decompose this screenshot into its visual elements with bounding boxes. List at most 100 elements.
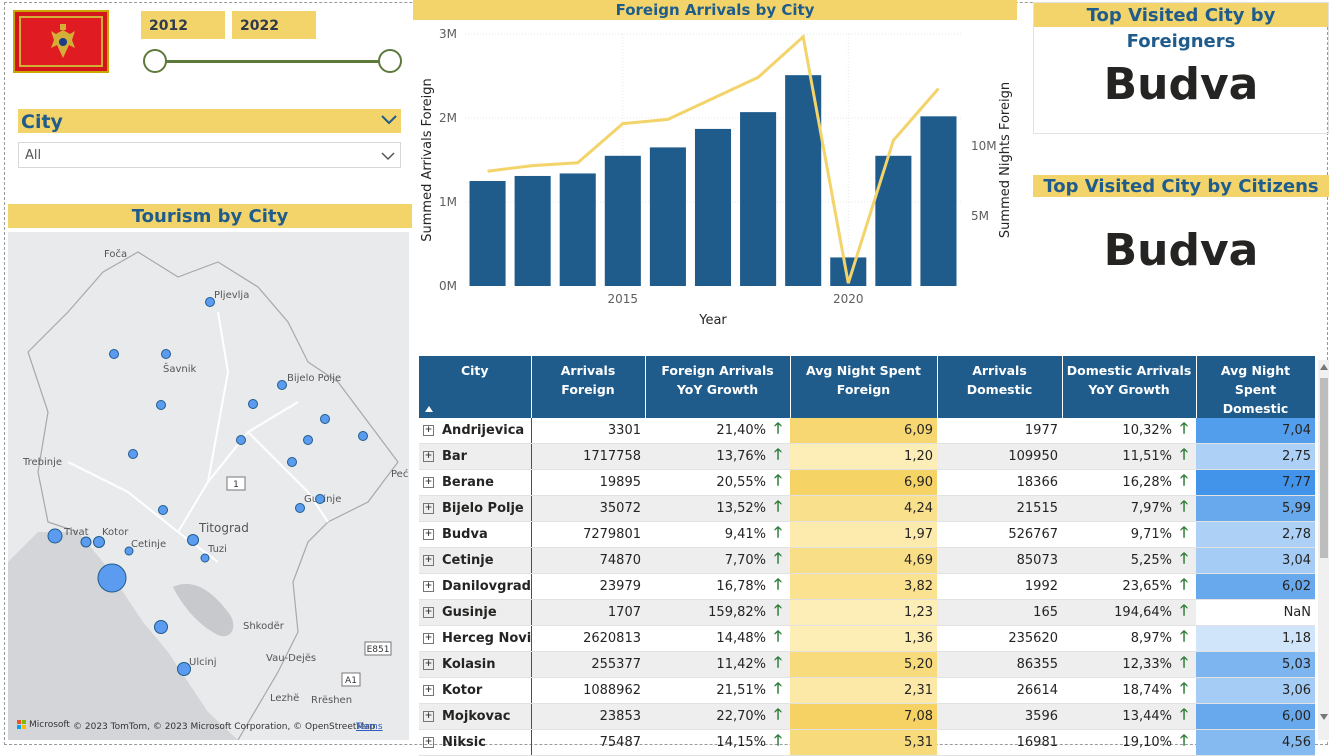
chevron-down-icon[interactable] [381,114,397,126]
bar-2013[interactable] [514,175,551,286]
expand-icon[interactable]: + [423,659,434,670]
header-city[interactable]: City [419,356,532,418]
bar-2016[interactable] [649,147,686,286]
cell-city[interactable]: + Cetinje [419,547,532,574]
header-domestic-yoy[interactable]: Domestic Arrivals YoY Growth [1062,356,1197,418]
expand-icon[interactable]: + [423,711,434,722]
cell-city[interactable]: + Budva [419,521,532,548]
city-bubble[interactable] [177,662,191,676]
city-bubble[interactable] [156,400,166,410]
city-bubble[interactable] [303,435,313,445]
expand-icon[interactable]: + [423,555,434,566]
cell-foreign-yoy: 14,48% 🡑 [645,625,790,652]
expand-icon[interactable]: + [423,477,434,488]
map-canvas[interactable]: Foča Pljevlja Bijelo Polje Šavnik Trebin… [8,232,409,740]
sort-ascending-icon[interactable] [425,406,433,412]
chevron-down-icon[interactable] [381,151,395,161]
table-row[interactable]: + Niksic 75487 14,15% 🡑 5,31 16981 19,10% 🡑 4,56 [419,729,1315,756]
bar-2014[interactable] [559,173,596,286]
expand-icon[interactable]: + [423,633,434,644]
bar-2012[interactable] [469,181,506,286]
scroll-down-icon[interactable] [1320,714,1328,720]
bar-2017[interactable] [694,128,732,286]
cell-city[interactable]: + Andrijevica [419,418,532,444]
city-dropdown[interactable]: All [18,142,401,168]
city-bubble[interactable] [93,536,105,548]
city-bubble[interactable] [161,349,171,359]
year-end-box[interactable]: 2022 [232,11,316,39]
expand-icon[interactable]: + [423,451,434,462]
bar-2022[interactable] [920,116,957,286]
table-row[interactable]: + Kotor 1088962 21,51% 🡑 2,31 26614 18,74% 🡑 3,06 [419,677,1315,704]
city-bubble[interactable] [277,380,287,390]
cell-city[interactable]: + Herceg Novi [419,625,532,652]
expand-icon[interactable]: + [423,529,434,540]
table-row[interactable]: + Gusinje 1707 159,82% 🡑 1,23 165 194,64% 🡑 NaN [419,599,1315,626]
nights-line[interactable] [487,33,940,284]
cell-arrivals-domestic: 21515 [937,495,1062,522]
city-bubble[interactable] [128,449,138,459]
city-slicer-header[interactable]: City [18,109,401,133]
city-bubble[interactable] [109,349,119,359]
cell-city[interactable]: + Berane [419,469,532,496]
city-bubble[interactable] [236,435,246,445]
header-foreign-yoy[interactable]: Foreign Arrivals YoY Growth [645,356,791,418]
table-row[interactable]: + Budva 7279801 9,41% 🡑 1,97 526767 9,71% 🡑 2,78 [419,521,1315,548]
header-avg-night-foreign[interactable]: Avg Night Spent Foreign [790,356,938,418]
table-row[interactable]: + Herceg Novi 2620813 14,48% 🡑 1,36 235620 8,97… [419,625,1315,652]
year-start-handle[interactable] [143,49,167,73]
year-start-box[interactable]: 2012 [141,11,225,39]
city-bubble[interactable] [295,503,305,513]
scroll-up-icon[interactable] [1320,364,1328,370]
map-terms-link[interactable]: Terms [356,722,383,732]
expand-icon[interactable]: + [423,737,434,748]
table-row[interactable]: + Bijelo Polje 35072 13,52% 🡑 4,24 21515 7,97% 🡑… [419,495,1315,522]
expand-icon[interactable]: + [423,503,434,514]
cell-city[interactable]: + Gusinje [419,599,532,626]
table-row[interactable]: + Andrijevica 3301 21,40% 🡑 6,09 1977 10,32% 🡑 7,… [419,418,1315,444]
city-table[interactable]: City Arrivals Foreign Foreign Arrivals Y… [419,356,1316,756]
city-bubble[interactable] [124,546,134,556]
year-end-handle[interactable] [378,49,402,73]
table-row[interactable]: + Bar 1717758 13,76% 🡑 1,20 109950 11,51% 🡑 2,75 [419,443,1315,470]
cell-city[interactable]: + Niksic [419,729,532,756]
table-row[interactable]: + Berane 19895 20,55% 🡑 6,90 18366 16,28% 🡑 7,77 [419,469,1315,496]
cell-city[interactable]: + Danilovgrad [419,573,532,600]
city-bubble[interactable] [320,414,330,424]
city-bubble[interactable] [154,620,168,634]
city-bubble[interactable] [80,536,92,548]
city-bubble[interactable] [200,553,210,563]
bar-2015[interactable] [604,155,641,286]
table-row[interactable]: + Cetinje 74870 7,70% 🡑 4,69 85073 5,25% 🡑 3,04 [419,547,1315,574]
expand-icon[interactable]: + [423,425,434,436]
table-scroll-thumb[interactable] [1320,378,1328,558]
city-bubble[interactable] [248,399,258,409]
cell-city[interactable]: + Bijelo Polje [419,495,532,522]
cell-city[interactable]: + Mojkovac [419,703,532,730]
city-bubble[interactable] [287,457,297,467]
bar-2021[interactable] [875,155,912,286]
year-range-track[interactable] [156,60,392,63]
expand-icon[interactable]: + [423,685,434,696]
city-bubble[interactable] [358,431,368,441]
tourism-map[interactable]: Foča Pljevlja Bijelo Polje Šavnik Trebin… [8,232,409,740]
table-row[interactable]: + Kolasin 255377 11,42% 🡑 5,20 86355 12,33% 🡑 5,0… [419,651,1315,678]
city-bubble[interactable] [187,534,199,546]
city-bubble[interactable] [97,563,127,593]
city-bubble[interactable] [315,494,325,504]
expand-icon[interactable]: + [423,581,434,592]
header-arrivals-domestic[interactable]: Arrivals Domestic [937,356,1063,418]
city-bubble[interactable] [205,297,215,307]
city-bubble[interactable] [158,505,168,515]
cell-city[interactable]: + Kotor [419,677,532,704]
table-row[interactable]: + Mojkovac 23853 22,70% 🡑 7,08 3596 13,44% 🡑 6,00 [419,703,1315,730]
cell-city[interactable]: + Kolasin [419,651,532,678]
foreign-arrivals-chart[interactable]: 0M 1M 2M 3M 5M 10M 2015 2020 Year Summed Arrivals… [413,20,1033,340]
city-bubble[interactable] [47,528,63,544]
expand-icon[interactable]: + [423,607,434,618]
header-avg-night-domestic[interactable]: Avg Night Spent Domestic [1196,356,1316,418]
cell-city[interactable]: + Bar [419,443,532,470]
bar-2018[interactable] [740,112,777,287]
table-row[interactable]: + Danilovgrad 23979 16,78% 🡑 3,82 1992 23,65% 🡑 6… [419,573,1315,600]
header-arrivals-foreign[interactable]: Arrivals Foreign [531,356,646,418]
